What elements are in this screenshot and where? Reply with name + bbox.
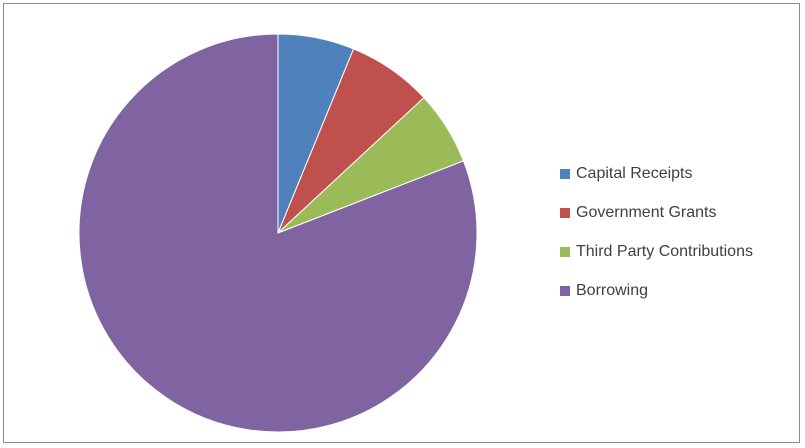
legend-label-capital-receipts: Capital Receipts [576, 165, 693, 182]
legend-label-government-grants: Government Grants [576, 204, 717, 221]
pie-slice-borrowing [78, 33, 478, 433]
legend-swatch-capital-receipts [560, 169, 570, 179]
legend-swatch-borrowing [560, 286, 570, 296]
legend-item-capital-receipts: Capital Receipts [560, 164, 753, 184]
legend-label-borrowing: Borrowing [576, 282, 649, 299]
legend-label-third-party-contributions: Third Party Contributions [576, 243, 753, 260]
legend-item-third-party-contributions: Third Party Contributions [560, 242, 753, 262]
legend-swatch-third-party-contributions [560, 247, 570, 257]
legend-swatch-government-grants [560, 208, 570, 218]
legend-item-borrowing: Borrowing [560, 281, 753, 301]
legend-item-government-grants: Government Grants [560, 203, 753, 223]
legend: Capital Receipts Government Grants Third… [560, 164, 753, 320]
